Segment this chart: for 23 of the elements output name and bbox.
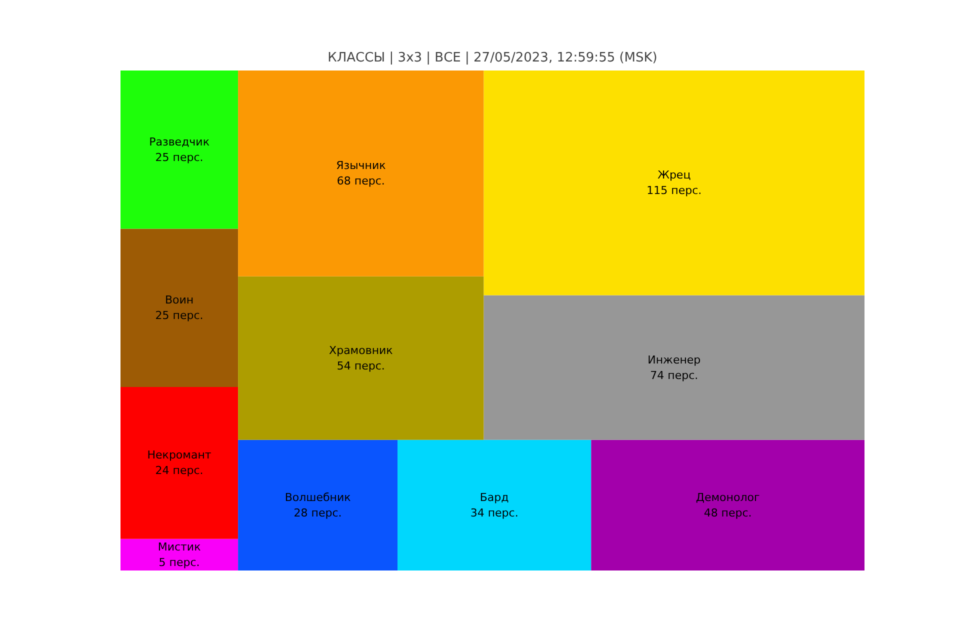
data-label: 34 перс. [470, 506, 518, 520]
category-label: Инженер [648, 353, 701, 366]
category-label: Мистик [158, 540, 202, 554]
category-label: Жрец [658, 168, 691, 182]
data-label: 68 перс. [336, 174, 385, 188]
data-label: 54 перс. [336, 359, 385, 372]
data-label: 115 перс. [646, 184, 702, 198]
category-label: Бард [480, 490, 510, 504]
category-label: Демонолог [696, 490, 760, 504]
text: КЛАССЫ | 3x3 | ВСЕ | 27/05/2023, 12:59:55 (MSK) [328, 50, 658, 66]
data-label: 74 перс. [650, 368, 698, 382]
category-label: Язычник [336, 159, 386, 172]
category-label: Волшебник [284, 490, 352, 504]
data-label: 24 перс. [155, 464, 204, 478]
data-label: 25 перс. [155, 150, 204, 164]
data-label: 48 перс. [704, 506, 752, 520]
data-label: 25 перс. [155, 309, 204, 322]
category-label: Разведчик [149, 135, 210, 148]
category-label: Воин [164, 294, 194, 307]
data-label: 5 перс. [158, 556, 200, 569]
category-label: Храмовник [329, 344, 394, 357]
category-label: Некромант [147, 448, 212, 462]
data-label: 28 перс. [294, 506, 342, 520]
